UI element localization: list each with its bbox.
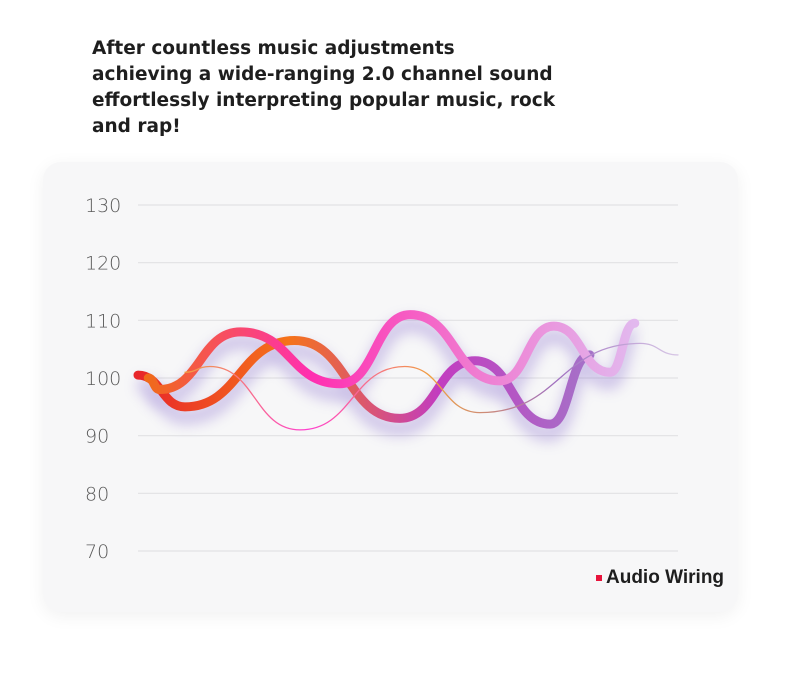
legend-swatch <box>596 575 602 581</box>
series-line-2 <box>143 310 640 395</box>
headline-line: achieving a wide-ranging 2.0 channel sou… <box>92 64 553 85</box>
legend: Audio Wiring <box>596 567 724 589</box>
headline-line: and rap! <box>92 116 181 137</box>
series-line-1 <box>133 336 595 429</box>
legend-label: Audio Wiring <box>606 567 725 588</box>
headline-line: After countless music adjustments <box>92 38 455 59</box>
y-tick-label: 110 <box>85 310 121 332</box>
y-tick-label: 90 <box>85 426 109 448</box>
series-shadow <box>136 343 593 442</box>
y-tick-label: 80 <box>85 483 109 505</box>
headline: After countless music adjustments achiev… <box>92 36 612 140</box>
y-tick-label: 130 <box>85 195 121 217</box>
y-tick-label: 120 <box>85 253 121 275</box>
y-tick-label: 100 <box>85 368 121 390</box>
series-line-3 <box>184 342 679 431</box>
headline-line: effortlessly interpreting popular music,… <box>92 90 556 111</box>
y-tick-label: 70 <box>85 541 109 563</box>
